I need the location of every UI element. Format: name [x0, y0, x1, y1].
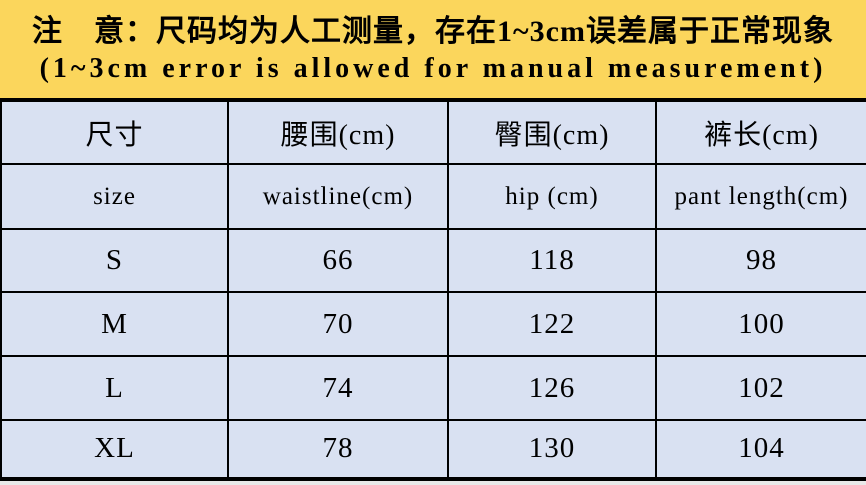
value-cell: 98	[655, 227, 866, 294]
notice-text-chinese: 注 意：尺码均为人工测量，存在1~3cm误差属于正常现象	[32, 15, 834, 48]
value-cell: 78	[227, 418, 449, 481]
col-header-en-hip: hip (cm)	[447, 163, 657, 230]
bottom-margin-strip	[0, 481, 866, 485]
value-cell: 66	[227, 227, 449, 294]
col-header-en-size: size	[0, 163, 229, 230]
col-header-cn-waistline: 腰围(cm)	[227, 98, 449, 166]
value-cell: 104	[655, 418, 866, 481]
table-row-xl: XL 78 130 104	[0, 418, 866, 481]
value-cell: 102	[655, 355, 866, 421]
value-cell: 126	[447, 355, 657, 421]
col-header-en-pant-length: pant length(cm)	[655, 163, 866, 230]
size-cell: S	[0, 227, 229, 294]
value-cell: 70	[227, 291, 449, 358]
size-table: 尺寸 腰围(cm) 臀围(cm) 裤长(cm) size waistline(c…	[0, 98, 866, 481]
col-header-cn-pant-length: 裤长(cm)	[655, 98, 866, 166]
table-row-l: L 74 126 102	[0, 355, 866, 421]
size-cell: L	[0, 355, 229, 421]
header-row-chinese: 尺寸 腰围(cm) 臀围(cm) 裤长(cm)	[0, 98, 866, 166]
size-cell: XL	[0, 418, 229, 481]
table-row-s: S 66 118 98	[0, 227, 866, 294]
value-cell: 118	[447, 227, 657, 294]
header-row-english: size waistline(cm) hip (cm) pant length(…	[0, 163, 866, 230]
table-row-m: M 70 122 100	[0, 291, 866, 358]
col-header-cn-size: 尺寸	[0, 98, 229, 166]
size-cell: M	[0, 291, 229, 358]
notice-text-english: (1~3cm error is allowed for manual measu…	[39, 53, 827, 84]
notice-banner: 注 意：尺码均为人工测量，存在1~3cm误差属于正常现象 (1~3cm erro…	[0, 0, 866, 98]
col-header-en-waistline: waistline(cm)	[227, 163, 449, 230]
value-cell: 130	[447, 418, 657, 481]
col-header-cn-hip: 臀围(cm)	[447, 98, 657, 166]
value-cell: 122	[447, 291, 657, 358]
value-cell: 100	[655, 291, 866, 358]
value-cell: 74	[227, 355, 449, 421]
